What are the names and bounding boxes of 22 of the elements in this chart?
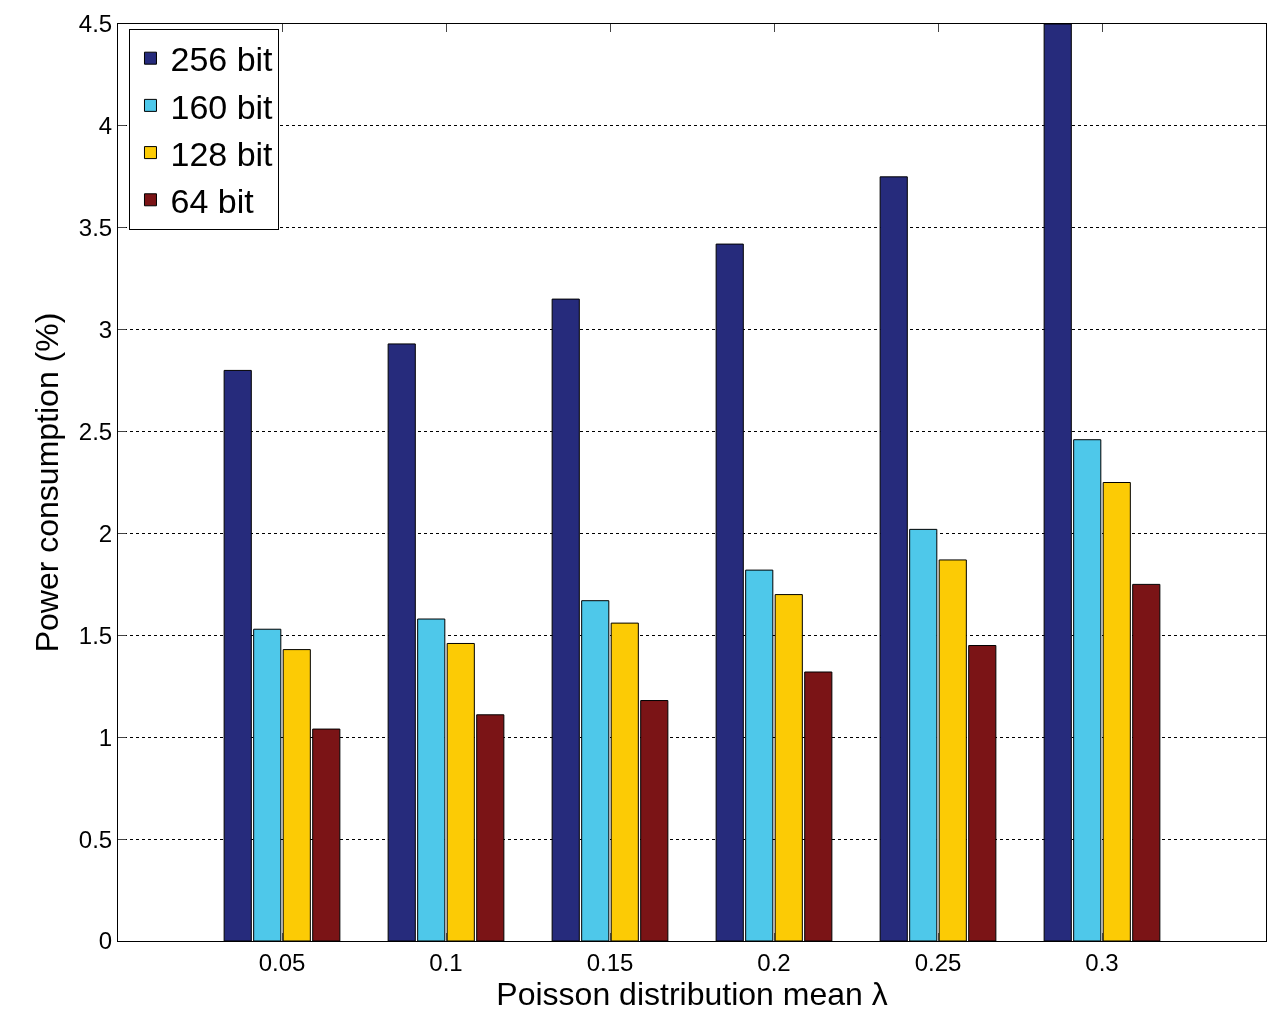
y-tick-label: 1 xyxy=(98,723,113,751)
legend-label: 64 bit xyxy=(170,182,255,221)
y-tick-label: 2.5 xyxy=(78,417,113,445)
legend-label: 160 bit xyxy=(170,87,274,126)
legend-label: 128 bit xyxy=(170,134,274,173)
y-tick-label: 0.5 xyxy=(78,825,113,853)
x-tick-label: 0.2 xyxy=(757,948,791,976)
x-tick-label: 0.1 xyxy=(429,948,463,976)
y-tick-label: 4 xyxy=(98,112,113,140)
x-tick-label: 0.25 xyxy=(914,948,962,976)
y-axis-title: Power consumption (%) xyxy=(29,312,66,653)
x-tick-label: 0.15 xyxy=(586,948,634,976)
legend-label: 256 bit xyxy=(170,40,274,79)
y-tick-label: 2 xyxy=(98,519,113,547)
x-tick-label: 0.05 xyxy=(258,948,306,976)
x-tick-label: 0.3 xyxy=(1085,948,1119,976)
y-tick-label: 0 xyxy=(98,927,113,955)
y-tick-label: 1.5 xyxy=(78,621,113,649)
y-tick-label: 3.5 xyxy=(78,214,113,242)
x-axis-title: Poisson distribution mean λ xyxy=(496,975,888,1012)
y-tick-label: 3 xyxy=(98,316,113,344)
y-tick-label: 4.5 xyxy=(78,10,113,38)
